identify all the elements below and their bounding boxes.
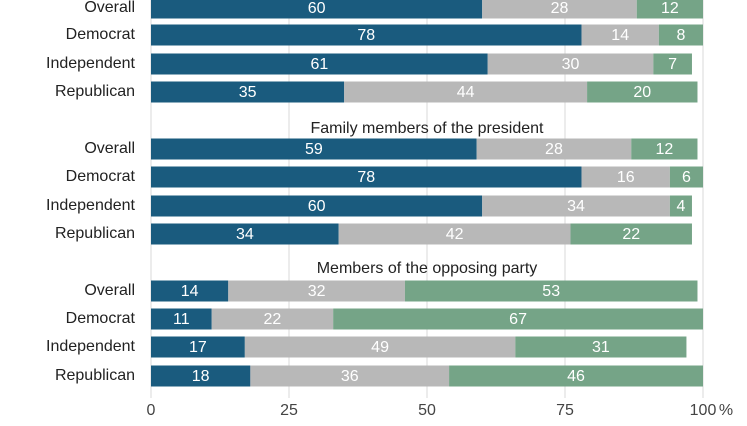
group-title: Family members of the president <box>311 120 545 137</box>
bar-segment <box>476 138 632 160</box>
row-label: Independent <box>46 55 136 72</box>
bar-segment <box>151 223 339 245</box>
bar-segment <box>151 280 229 302</box>
row-label: Republican <box>55 367 135 384</box>
bar-segment <box>653 53 692 75</box>
data-label: 12 <box>661 0 679 17</box>
x-tick-label: 0 <box>147 402 156 419</box>
data-label: 34 <box>567 198 585 215</box>
row-label: Democrat <box>66 310 136 327</box>
data-label: 28 <box>551 0 569 17</box>
bar-segment <box>228 280 405 302</box>
bar-segment <box>404 280 698 302</box>
data-label: 44 <box>457 84 475 101</box>
data-label: 59 <box>305 141 323 158</box>
x-tick-label: 50 <box>418 402 436 419</box>
bar-segment <box>333 308 703 330</box>
row-label: Overall <box>84 282 135 299</box>
data-label: 14 <box>181 283 199 300</box>
data-label: 53 <box>542 283 560 300</box>
x-unit-label: % <box>719 402 733 419</box>
data-label: 22 <box>622 226 640 243</box>
bar-segment <box>151 166 582 188</box>
bar-segment <box>151 81 345 103</box>
group-title: Members of the opposing party <box>317 260 538 277</box>
bar-segment <box>482 0 637 19</box>
data-label: 49 <box>371 339 389 356</box>
data-label: 46 <box>567 368 585 385</box>
data-label: 30 <box>562 56 580 73</box>
bar-segment <box>151 53 488 75</box>
data-label: 35 <box>239 84 257 101</box>
data-label: 32 <box>308 283 326 300</box>
data-label: 28 <box>545 141 563 158</box>
data-label: 34 <box>236 226 254 243</box>
row-label: Republican <box>55 83 135 100</box>
data-label: 22 <box>264 311 282 328</box>
bar-segment <box>487 53 654 75</box>
bar-segment <box>151 336 245 358</box>
bar-segment <box>151 308 212 330</box>
data-label: 78 <box>357 27 375 44</box>
data-label: 60 <box>308 0 326 17</box>
bar-segment <box>658 24 703 46</box>
data-label: 42 <box>446 226 464 243</box>
data-label: 20 <box>633 84 651 101</box>
bar-segment <box>151 365 251 387</box>
data-label: 60 <box>308 198 326 215</box>
bar-segment <box>211 308 334 330</box>
data-label: 17 <box>189 339 207 356</box>
bar-segment <box>250 365 450 387</box>
data-label: 78 <box>357 169 375 186</box>
bar-segment <box>244 336 516 358</box>
row-label: Republican <box>55 225 135 242</box>
bar-segment <box>449 365 703 387</box>
bar-segment <box>482 195 670 217</box>
data-label: 36 <box>341 368 359 385</box>
x-tick-label: 100 <box>690 402 717 419</box>
bar-segment <box>669 195 692 217</box>
bar-segment <box>515 336 687 358</box>
data-label: 67 <box>509 311 527 328</box>
bar-segment <box>581 24 659 46</box>
bar-segment <box>338 223 571 245</box>
data-label: 7 <box>668 56 677 73</box>
bar-segment <box>151 24 582 46</box>
row-label: Democrat <box>66 26 136 43</box>
bar-segment <box>151 0 483 19</box>
data-label: 4 <box>676 198 685 215</box>
bar-segment <box>151 138 477 160</box>
bar-segment <box>636 0 703 19</box>
row-label: Democrat <box>66 168 136 185</box>
data-label: 8 <box>676 27 685 44</box>
data-label: 6 <box>682 169 691 186</box>
data-label: 61 <box>310 56 328 73</box>
data-label: 12 <box>655 141 673 158</box>
bar-segment <box>344 81 588 103</box>
data-label: 31 <box>592 339 610 356</box>
row-label: Overall <box>84 140 135 157</box>
bar-segment <box>581 166 670 188</box>
bar-segment <box>587 81 698 103</box>
data-label: 16 <box>617 169 635 186</box>
row-label: Overall <box>84 0 135 16</box>
data-label: 14 <box>611 27 629 44</box>
bar-segment <box>631 138 698 160</box>
data-label: 18 <box>192 368 210 385</box>
x-tick-label: 75 <box>556 402 574 419</box>
x-tick-label: 25 <box>280 402 298 419</box>
row-label: Independent <box>46 338 136 355</box>
bar-segment <box>669 166 703 188</box>
bar-segment <box>151 195 483 217</box>
data-label: 11 <box>173 311 190 328</box>
bar-segment <box>570 223 692 245</box>
row-label: Independent <box>46 197 136 214</box>
